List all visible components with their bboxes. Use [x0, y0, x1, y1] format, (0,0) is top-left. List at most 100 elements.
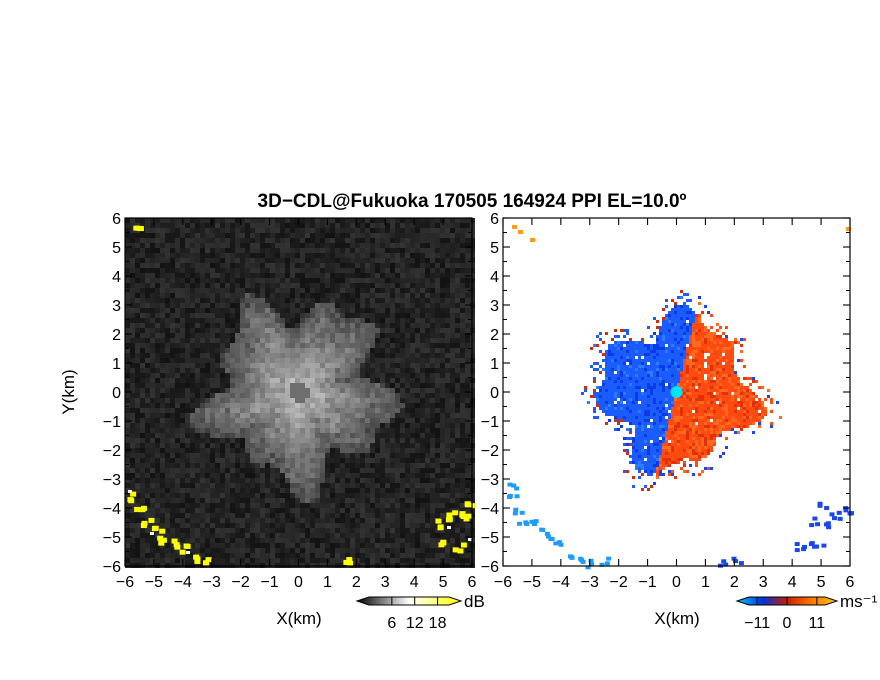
- reflectivity-cell: [300, 428, 305, 433]
- reflectivity-cell: [400, 253, 405, 258]
- reflectivity-cell: [195, 533, 200, 538]
- reflectivity-cell: [150, 448, 155, 453]
- reflectivity-cell: [160, 533, 165, 538]
- reflectivity-cell: [435, 293, 440, 298]
- reflectivity-cell: [375, 368, 380, 373]
- reflectivity-cell: [415, 233, 420, 238]
- reflectivity-cell: [230, 523, 235, 528]
- reflectivity-cell: [375, 528, 380, 533]
- reflectivity-cell: [375, 428, 380, 433]
- reflectivity-cell: [125, 333, 130, 338]
- reflectivity-cell: [200, 443, 205, 448]
- reflectivity-cell: [260, 228, 265, 233]
- reflectivity-cell: [355, 283, 360, 288]
- reflectivity-cell: [300, 533, 305, 538]
- reflectivity-cell: [265, 278, 270, 283]
- reflectivity-cell: [330, 298, 335, 303]
- reflectivity-cell: [455, 278, 460, 283]
- reflectivity-cell: [370, 263, 375, 268]
- reflectivity-cell: [290, 558, 295, 563]
- reflectivity-cell: [390, 353, 395, 358]
- reflectivity-cell: [165, 323, 170, 328]
- reflectivity-cell: [195, 388, 200, 393]
- reflectivity-cell: [235, 258, 240, 263]
- reflectivity-cell: [190, 273, 195, 278]
- reflectivity-cell: [305, 243, 310, 248]
- reflectivity-cell: [400, 448, 405, 453]
- reflectivity-cell: [360, 243, 365, 248]
- reflectivity-cell: [145, 403, 150, 408]
- reflectivity-cell: [150, 258, 155, 263]
- reflectivity-cell: [215, 298, 220, 303]
- reflectivity-cell: [410, 313, 415, 318]
- reflectivity-cell: [365, 478, 370, 483]
- reflectivity-cell: [360, 283, 365, 288]
- reflectivity-cell: [190, 328, 195, 333]
- reflectivity-cell: [345, 508, 350, 513]
- reflectivity-cell: [270, 333, 275, 338]
- reflectivity-cell: [330, 253, 335, 258]
- reflectivity-cell: [340, 433, 345, 438]
- reflectivity-cell: [430, 423, 435, 428]
- reflectivity-cell: [190, 458, 195, 463]
- reflectivity-cell: [300, 538, 305, 543]
- reflectivity-cell: [160, 243, 165, 248]
- reflectivity-cell: [255, 378, 260, 383]
- reflectivity-cell: [215, 548, 220, 553]
- reflectivity-cell: [420, 468, 425, 473]
- reflectivity-cell: [160, 508, 165, 513]
- reflectivity-cell: [260, 433, 265, 438]
- reflectivity-cell: [310, 263, 315, 268]
- reflectivity-cell: [230, 243, 235, 248]
- reflectivity-cell: [400, 413, 405, 418]
- reflectivity-cell: [275, 273, 280, 278]
- reflectivity-cell: [250, 413, 255, 418]
- reflectivity-cell: [280, 493, 285, 498]
- reflectivity-cell: [265, 258, 270, 263]
- reflectivity-cell: [175, 448, 180, 453]
- reflectivity-cell: [345, 388, 350, 393]
- reflectivity-cell: [145, 348, 150, 353]
- reflectivity-cell: [170, 338, 175, 343]
- reflectivity-cell: [130, 463, 135, 468]
- reflectivity-cell: [320, 268, 325, 273]
- reflectivity-cell: [265, 288, 270, 293]
- clutter-cell: [343, 559, 350, 565]
- reflectivity-cell: [220, 513, 225, 518]
- reflectivity-cell: [415, 303, 420, 308]
- reflectivity-cell: [185, 548, 190, 553]
- reflectivity-cell: [355, 268, 360, 273]
- reflectivity-cell: [425, 218, 430, 223]
- reflectivity-cell: [275, 418, 280, 423]
- reflectivity-cell: [255, 368, 260, 373]
- reflectivity-cell: [430, 428, 435, 433]
- reflectivity-cell: [390, 393, 395, 398]
- reflectivity-cell: [300, 553, 305, 558]
- reflectivity-cell: [355, 358, 360, 363]
- reflectivity-cell: [140, 358, 145, 363]
- reflectivity-cell: [230, 318, 235, 323]
- reflectivity-cell: [315, 373, 320, 378]
- reflectivity-cell: [130, 438, 135, 443]
- reflectivity-cell: [355, 403, 360, 408]
- reflectivity-cell: [365, 518, 370, 523]
- reflectivity-cell: [435, 363, 440, 368]
- reflectivity-cell: [220, 403, 225, 408]
- reflectivity-cell: [270, 288, 275, 293]
- reflectivity-cell: [375, 473, 380, 478]
- reflectivity-cell: [225, 383, 230, 388]
- reflectivity-cell: [235, 458, 240, 463]
- reflectivity-cell: [130, 503, 135, 508]
- reflectivity-cell: [250, 268, 255, 273]
- reflectivity-cell: [345, 293, 350, 298]
- reflectivity-cell: [310, 558, 315, 563]
- reflectivity-cell: [210, 493, 215, 498]
- reflectivity-cell: [230, 468, 235, 473]
- reflectivity-cell: [135, 313, 140, 318]
- reflectivity-cell: [215, 273, 220, 278]
- reflectivity-cell: [220, 533, 225, 538]
- reflectivity-cell: [175, 268, 180, 273]
- reflectivity-cell: [255, 253, 260, 258]
- reflectivity-cell: [460, 228, 465, 233]
- reflectivity-cell: [350, 498, 355, 503]
